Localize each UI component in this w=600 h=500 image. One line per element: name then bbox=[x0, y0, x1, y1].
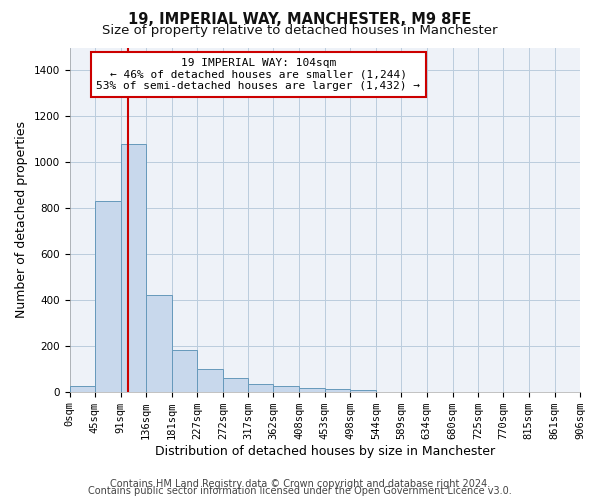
Text: 19 IMPERIAL WAY: 104sqm
← 46% of detached houses are smaller (1,244)
53% of semi: 19 IMPERIAL WAY: 104sqm ← 46% of detache… bbox=[97, 58, 421, 91]
Bar bbox=[172, 350, 197, 392]
Bar bbox=[223, 378, 248, 392]
Y-axis label: Number of detached properties: Number of detached properties bbox=[15, 121, 28, 318]
Bar bbox=[274, 386, 299, 392]
Text: 19, IMPERIAL WAY, MANCHESTER, M9 8FE: 19, IMPERIAL WAY, MANCHESTER, M9 8FE bbox=[128, 12, 472, 28]
Bar bbox=[146, 296, 172, 392]
Bar bbox=[325, 390, 350, 392]
Text: Size of property relative to detached houses in Manchester: Size of property relative to detached ho… bbox=[102, 24, 498, 37]
Bar bbox=[70, 386, 95, 392]
Text: Contains public sector information licensed under the Open Government Licence v3: Contains public sector information licen… bbox=[88, 486, 512, 496]
Bar bbox=[95, 202, 121, 392]
Text: Contains HM Land Registry data © Crown copyright and database right 2024.: Contains HM Land Registry data © Crown c… bbox=[110, 479, 490, 489]
X-axis label: Distribution of detached houses by size in Manchester: Distribution of detached houses by size … bbox=[155, 444, 495, 458]
Bar bbox=[299, 388, 325, 392]
Bar bbox=[248, 384, 274, 392]
Bar bbox=[121, 144, 146, 392]
Bar bbox=[197, 369, 223, 392]
Bar bbox=[350, 390, 376, 392]
